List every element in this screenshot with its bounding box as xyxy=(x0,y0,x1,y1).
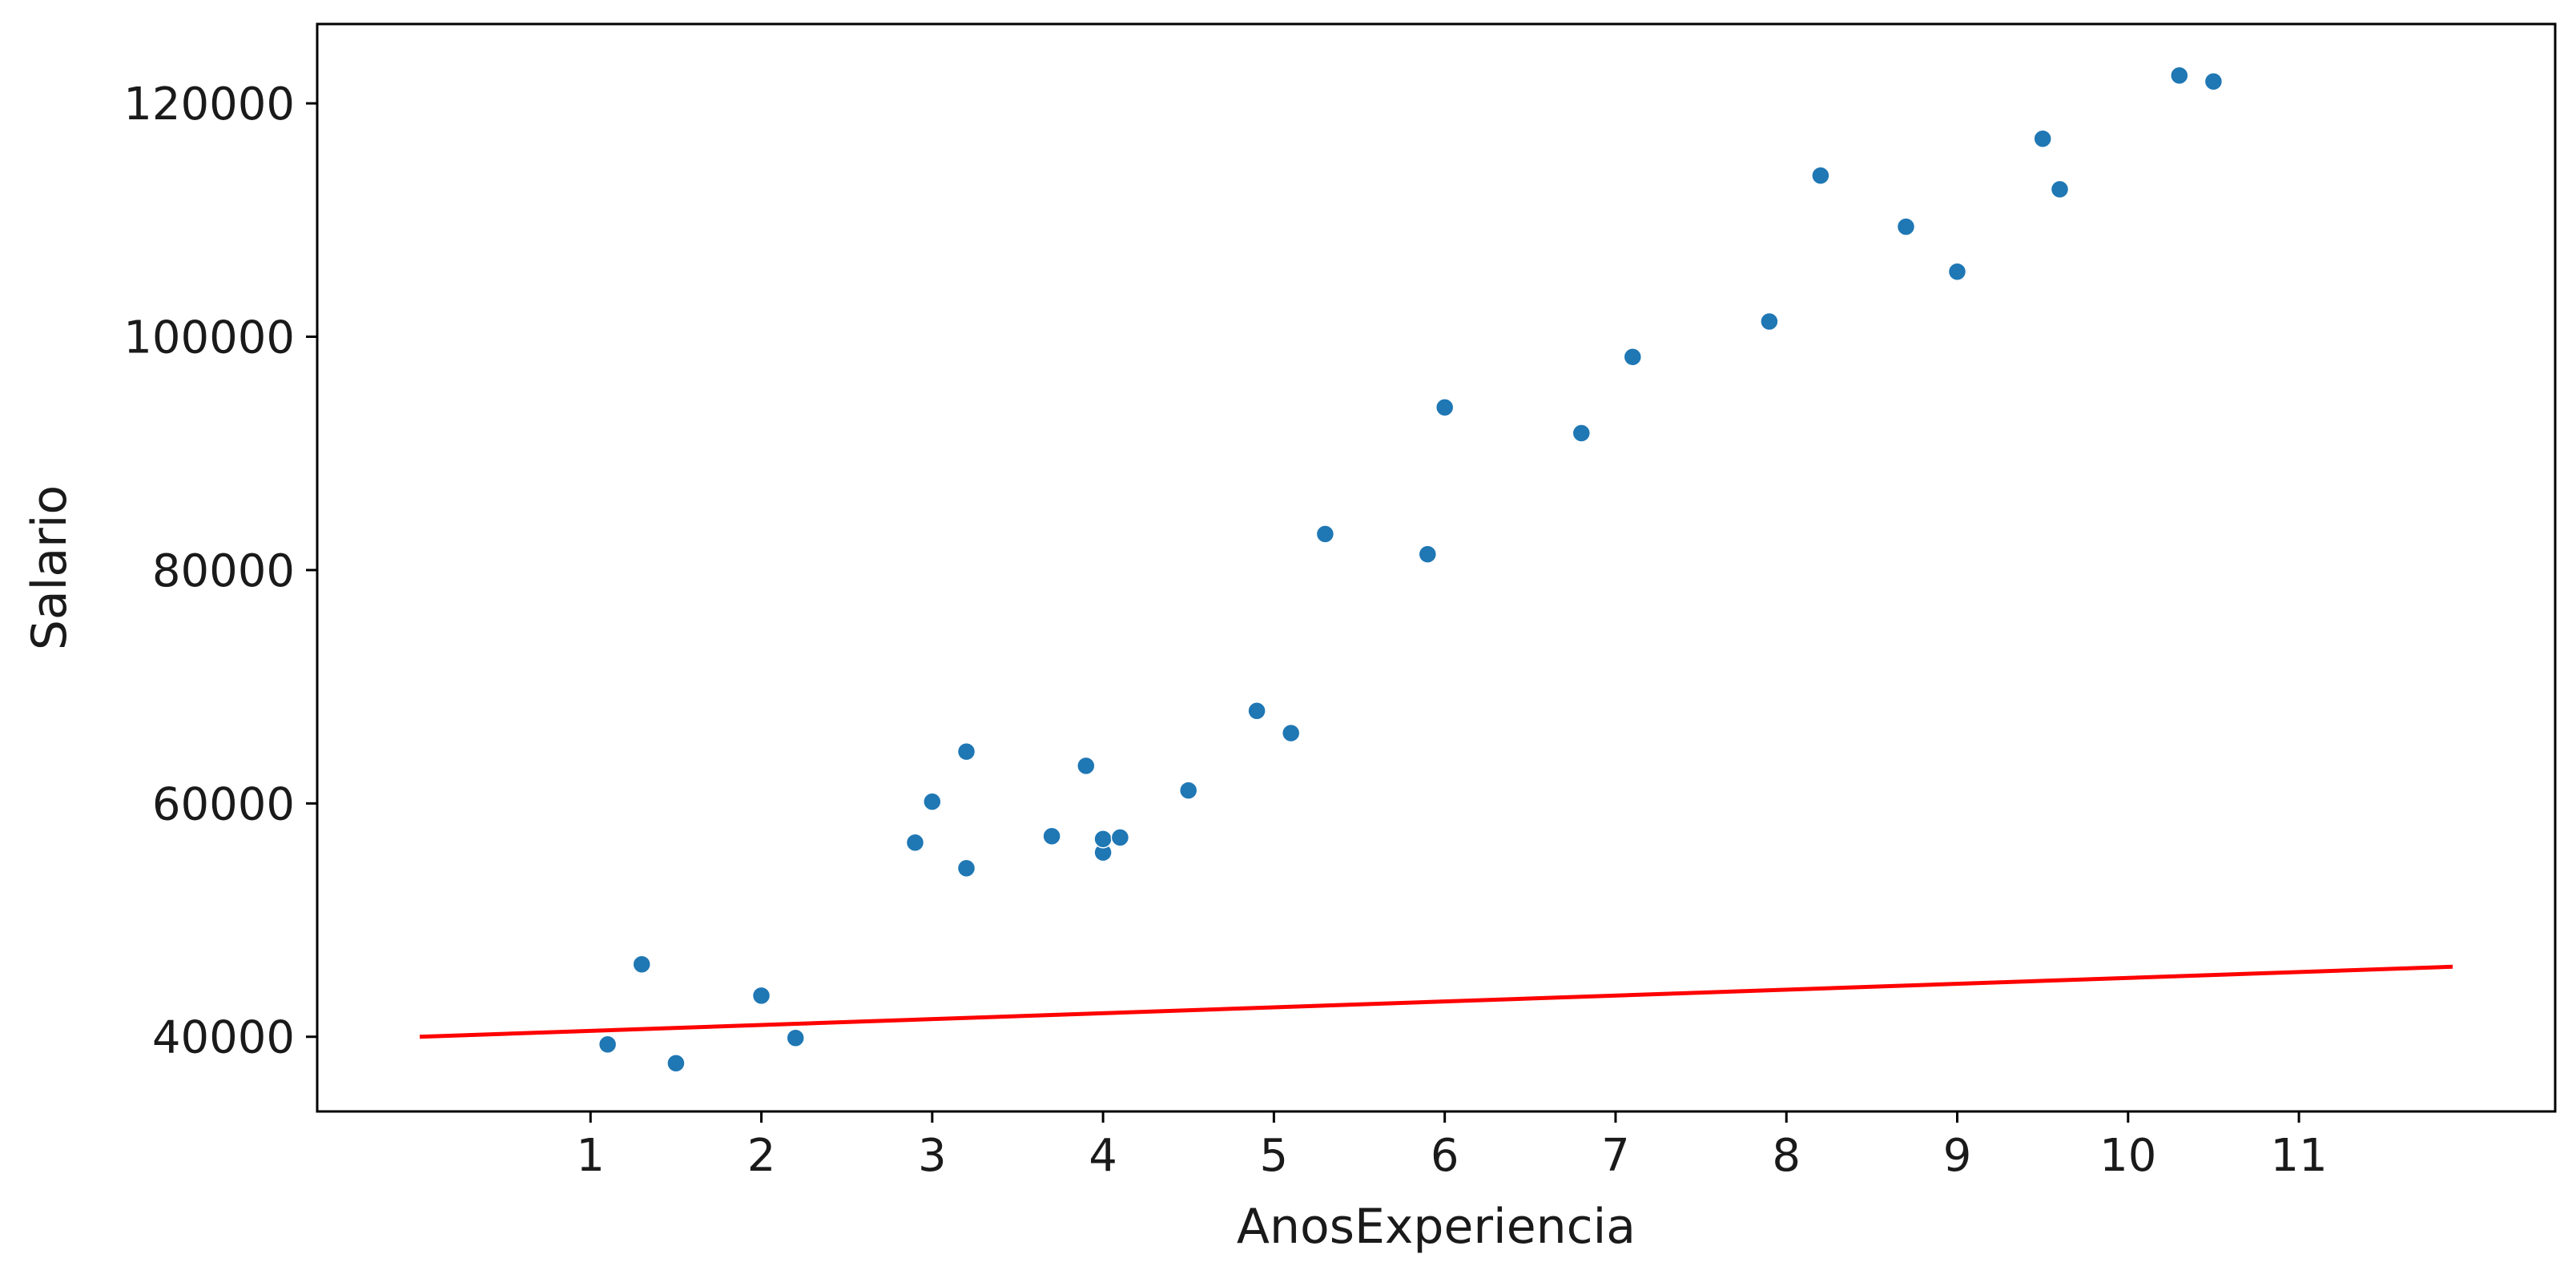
x-tick-label: 10 xyxy=(2099,1130,2156,1182)
data-point-27 xyxy=(2033,129,2052,148)
x-tick-label: 5 xyxy=(1260,1130,1289,1182)
data-point-13 xyxy=(1093,829,1113,849)
x-tick-label: 4 xyxy=(1089,1130,1117,1182)
plot-marks xyxy=(419,66,2453,1073)
data-point-26 xyxy=(1947,262,1967,281)
data-point-7 xyxy=(923,792,942,811)
data-point-10 xyxy=(1042,826,1061,846)
data-point-14 xyxy=(1110,828,1130,847)
data-point-18 xyxy=(1315,524,1335,544)
y-tick-label: 80000 xyxy=(152,545,295,597)
data-point-4 xyxy=(751,986,771,1006)
y-axis-ticks: 40000 60000 80000 100000 120000 xyxy=(123,78,317,1064)
data-point-20 xyxy=(1435,398,1455,417)
data-point-25 xyxy=(1896,217,1916,236)
regression-line xyxy=(419,964,2453,1039)
data-point-3 xyxy=(666,1054,686,1073)
data-point-30 xyxy=(2204,72,2224,91)
y-axis-label: Salario xyxy=(22,485,78,650)
y-tick-label: 100000 xyxy=(123,311,295,364)
data-point-17 xyxy=(1281,723,1301,743)
x-tick-label: 6 xyxy=(1431,1130,1459,1182)
y-tick-label: 120000 xyxy=(123,78,295,131)
data-point-19 xyxy=(1418,545,1438,564)
data-point-23 xyxy=(1760,311,1779,332)
x-tick-label: 1 xyxy=(576,1130,605,1182)
data-point-28 xyxy=(2050,179,2070,199)
data-point-2 xyxy=(632,954,651,975)
data-point-8 xyxy=(956,858,976,878)
data-point-21 xyxy=(1572,424,1592,443)
y-tick-label: 40000 xyxy=(152,1012,295,1064)
x-tick-label: 7 xyxy=(1601,1130,1630,1182)
x-tick-label: 8 xyxy=(1772,1130,1801,1182)
data-point-16 xyxy=(1247,701,1266,721)
data-point-1 xyxy=(598,1035,618,1055)
x-axis-label: AnosExperiencia xyxy=(1237,1199,1636,1255)
data-point-6 xyxy=(905,833,925,853)
x-axis-ticks: 1 2 3 4 5 6 7 8 9 10 11 xyxy=(576,1111,2328,1182)
x-tick-label: 11 xyxy=(2270,1130,2327,1182)
data-point-9 xyxy=(956,741,976,762)
data-point-22 xyxy=(1623,347,1643,367)
data-point-29 xyxy=(2170,66,2189,85)
data-point-24 xyxy=(1811,166,1830,185)
y-tick-label: 60000 xyxy=(152,778,295,830)
x-tick-label: 2 xyxy=(747,1130,776,1182)
plot-frame xyxy=(316,22,2557,1113)
data-point-11 xyxy=(1077,756,1096,776)
data-point-5 xyxy=(786,1028,805,1048)
x-tick-label: 9 xyxy=(1943,1130,1972,1182)
x-tick-label: 3 xyxy=(918,1130,947,1182)
data-point-15 xyxy=(1178,781,1198,800)
